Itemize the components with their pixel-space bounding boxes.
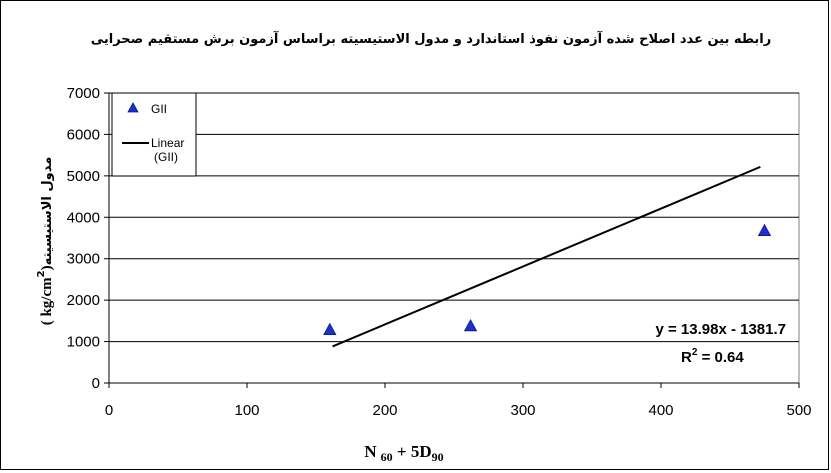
trend-equation: y = 13.98x - 1381.7 [655,321,786,338]
y-tick-label: 3000 [67,251,100,268]
y-tick-label: 6000 [67,126,100,143]
legend-box [111,92,197,177]
y-tick-label: 4000 [67,209,100,226]
data-points [323,223,772,335]
y-label-unit-sup: 2 [36,270,47,277]
x-tick-label: 300 [510,402,535,419]
y-axis-ticks: 0 1000 2000 3000 4000 5000 6000 7000 [67,85,109,392]
x-tick-label: 100 [234,402,259,419]
legend-trend-label-2: (GII) [154,150,178,164]
x-tick-label: 0 [105,402,113,419]
x-label-main: N [364,442,377,461]
x-axis-label: N 60 + 5D90 [364,442,443,464]
trendline [332,165,761,348]
r-squared-prefix: R [681,349,692,366]
y-tick-label: 7000 [67,85,100,102]
legend-triangle-marker [127,102,139,113]
plot-area [108,92,800,384]
x-tick-label: 500 [786,402,811,419]
chart-title: رابطه بین عدد اصلاح شده آزمون نفوذ استان… [91,30,772,47]
legend-trend-label-1: Linear [151,136,184,150]
x-axis-ticks: 0 100 200 300 400 500 [105,383,812,419]
x-label-sub2: 90 [432,450,444,464]
r-squared-value: = 0.64 [697,349,744,366]
r-squared-sup: 2 [692,347,698,358]
y-tick-label: 0 [92,375,100,392]
y-axis-label: ( kg/cm2)مدول الاستیسیته [36,157,55,326]
y-tick-label: 2000 [67,292,100,309]
x-tick-label: 200 [372,402,397,419]
x-label-sub1: 60 [381,450,393,464]
y-tick-label: 1000 [67,334,100,351]
data-point-triangle [323,322,337,335]
legend-series-name: GII [151,102,167,116]
y-label-fa: مدول الاستیسیته [40,157,55,266]
y-tick-label: 5000 [67,168,100,185]
legend: GII Linear (GII) [111,92,197,177]
x-label-mid: + 5D [393,442,432,461]
gridlines [109,92,799,343]
data-point-triangle [757,223,772,236]
y-axis-label-text: ( kg/cm2)مدول الاستیسیته [36,157,55,326]
data-point-triangle [463,318,478,332]
x-tick-label: 400 [648,402,673,419]
y-label-paren: ) [39,265,55,270]
r-squared-label: R2 = 0.64 [681,347,744,366]
y-label-unit: ( kg/cm [39,277,55,325]
